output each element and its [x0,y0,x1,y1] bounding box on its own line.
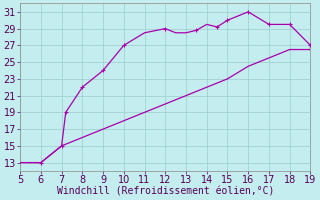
X-axis label: Windchill (Refroidissement éolien,°C): Windchill (Refroidissement éolien,°C) [57,187,274,197]
